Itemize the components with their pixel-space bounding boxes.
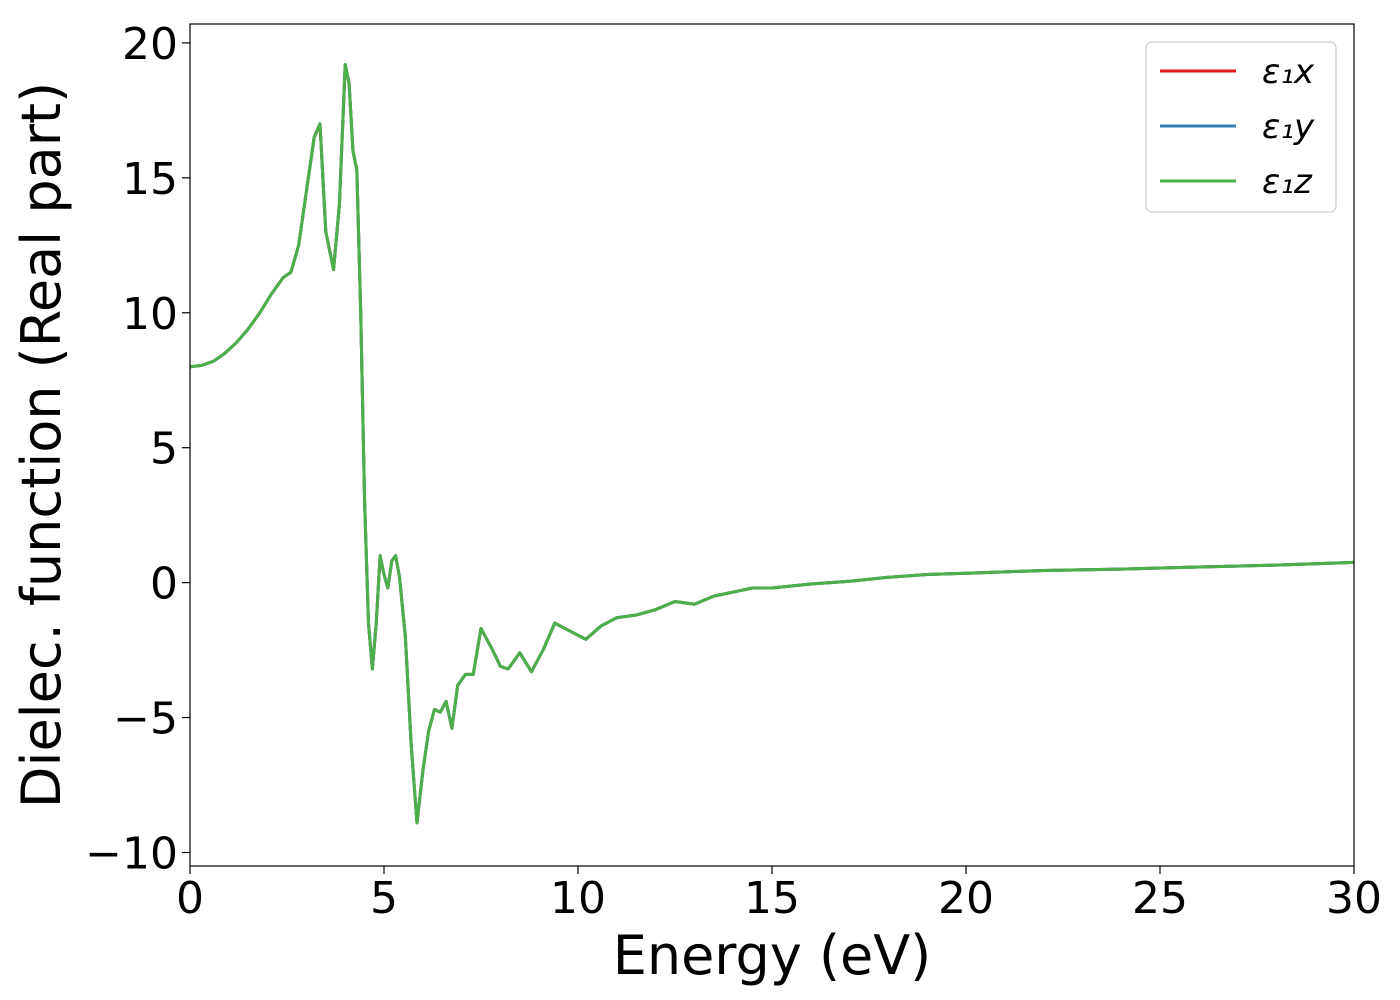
plot-area [190,62,1354,825]
x-tick-label: 20 [938,873,994,924]
x-tick-label: 30 [1326,873,1382,924]
legend-label-3: ε₁z [1262,162,1313,202]
y-tick-label: 20 [122,19,178,70]
series-line-3 [190,62,1354,825]
x-tick-label: 15 [744,873,800,924]
x-tick-label: 25 [1132,873,1188,924]
legend: ε₁x ε₁y ε₁z [1145,41,1337,213]
x-tick-label: 5 [370,873,398,924]
x-axis-ticks: 0 5 10 15 20 25 30 [176,866,1382,924]
y-tick-label: 15 [122,154,178,205]
legend-label-1: ε₁x [1262,52,1315,92]
y-tick-label: 5 [150,424,178,475]
y-tick-label: 10 [122,289,178,340]
x-tick-label: 10 [550,873,606,924]
y-axis-title: Dielec. function (Real part) [10,82,73,808]
y-tick-label: −5 [113,694,178,745]
x-tick-label: 0 [176,873,204,924]
y-tick-label: 0 [150,559,178,610]
y-axis-ticks: −10 −5 0 5 10 15 20 [85,19,190,880]
x-axis-title: Energy (eV) [613,924,932,987]
y-tick-label: −10 [85,829,178,880]
legend-frame [1145,41,1337,213]
legend-label-2: ε₁y [1262,107,1315,147]
